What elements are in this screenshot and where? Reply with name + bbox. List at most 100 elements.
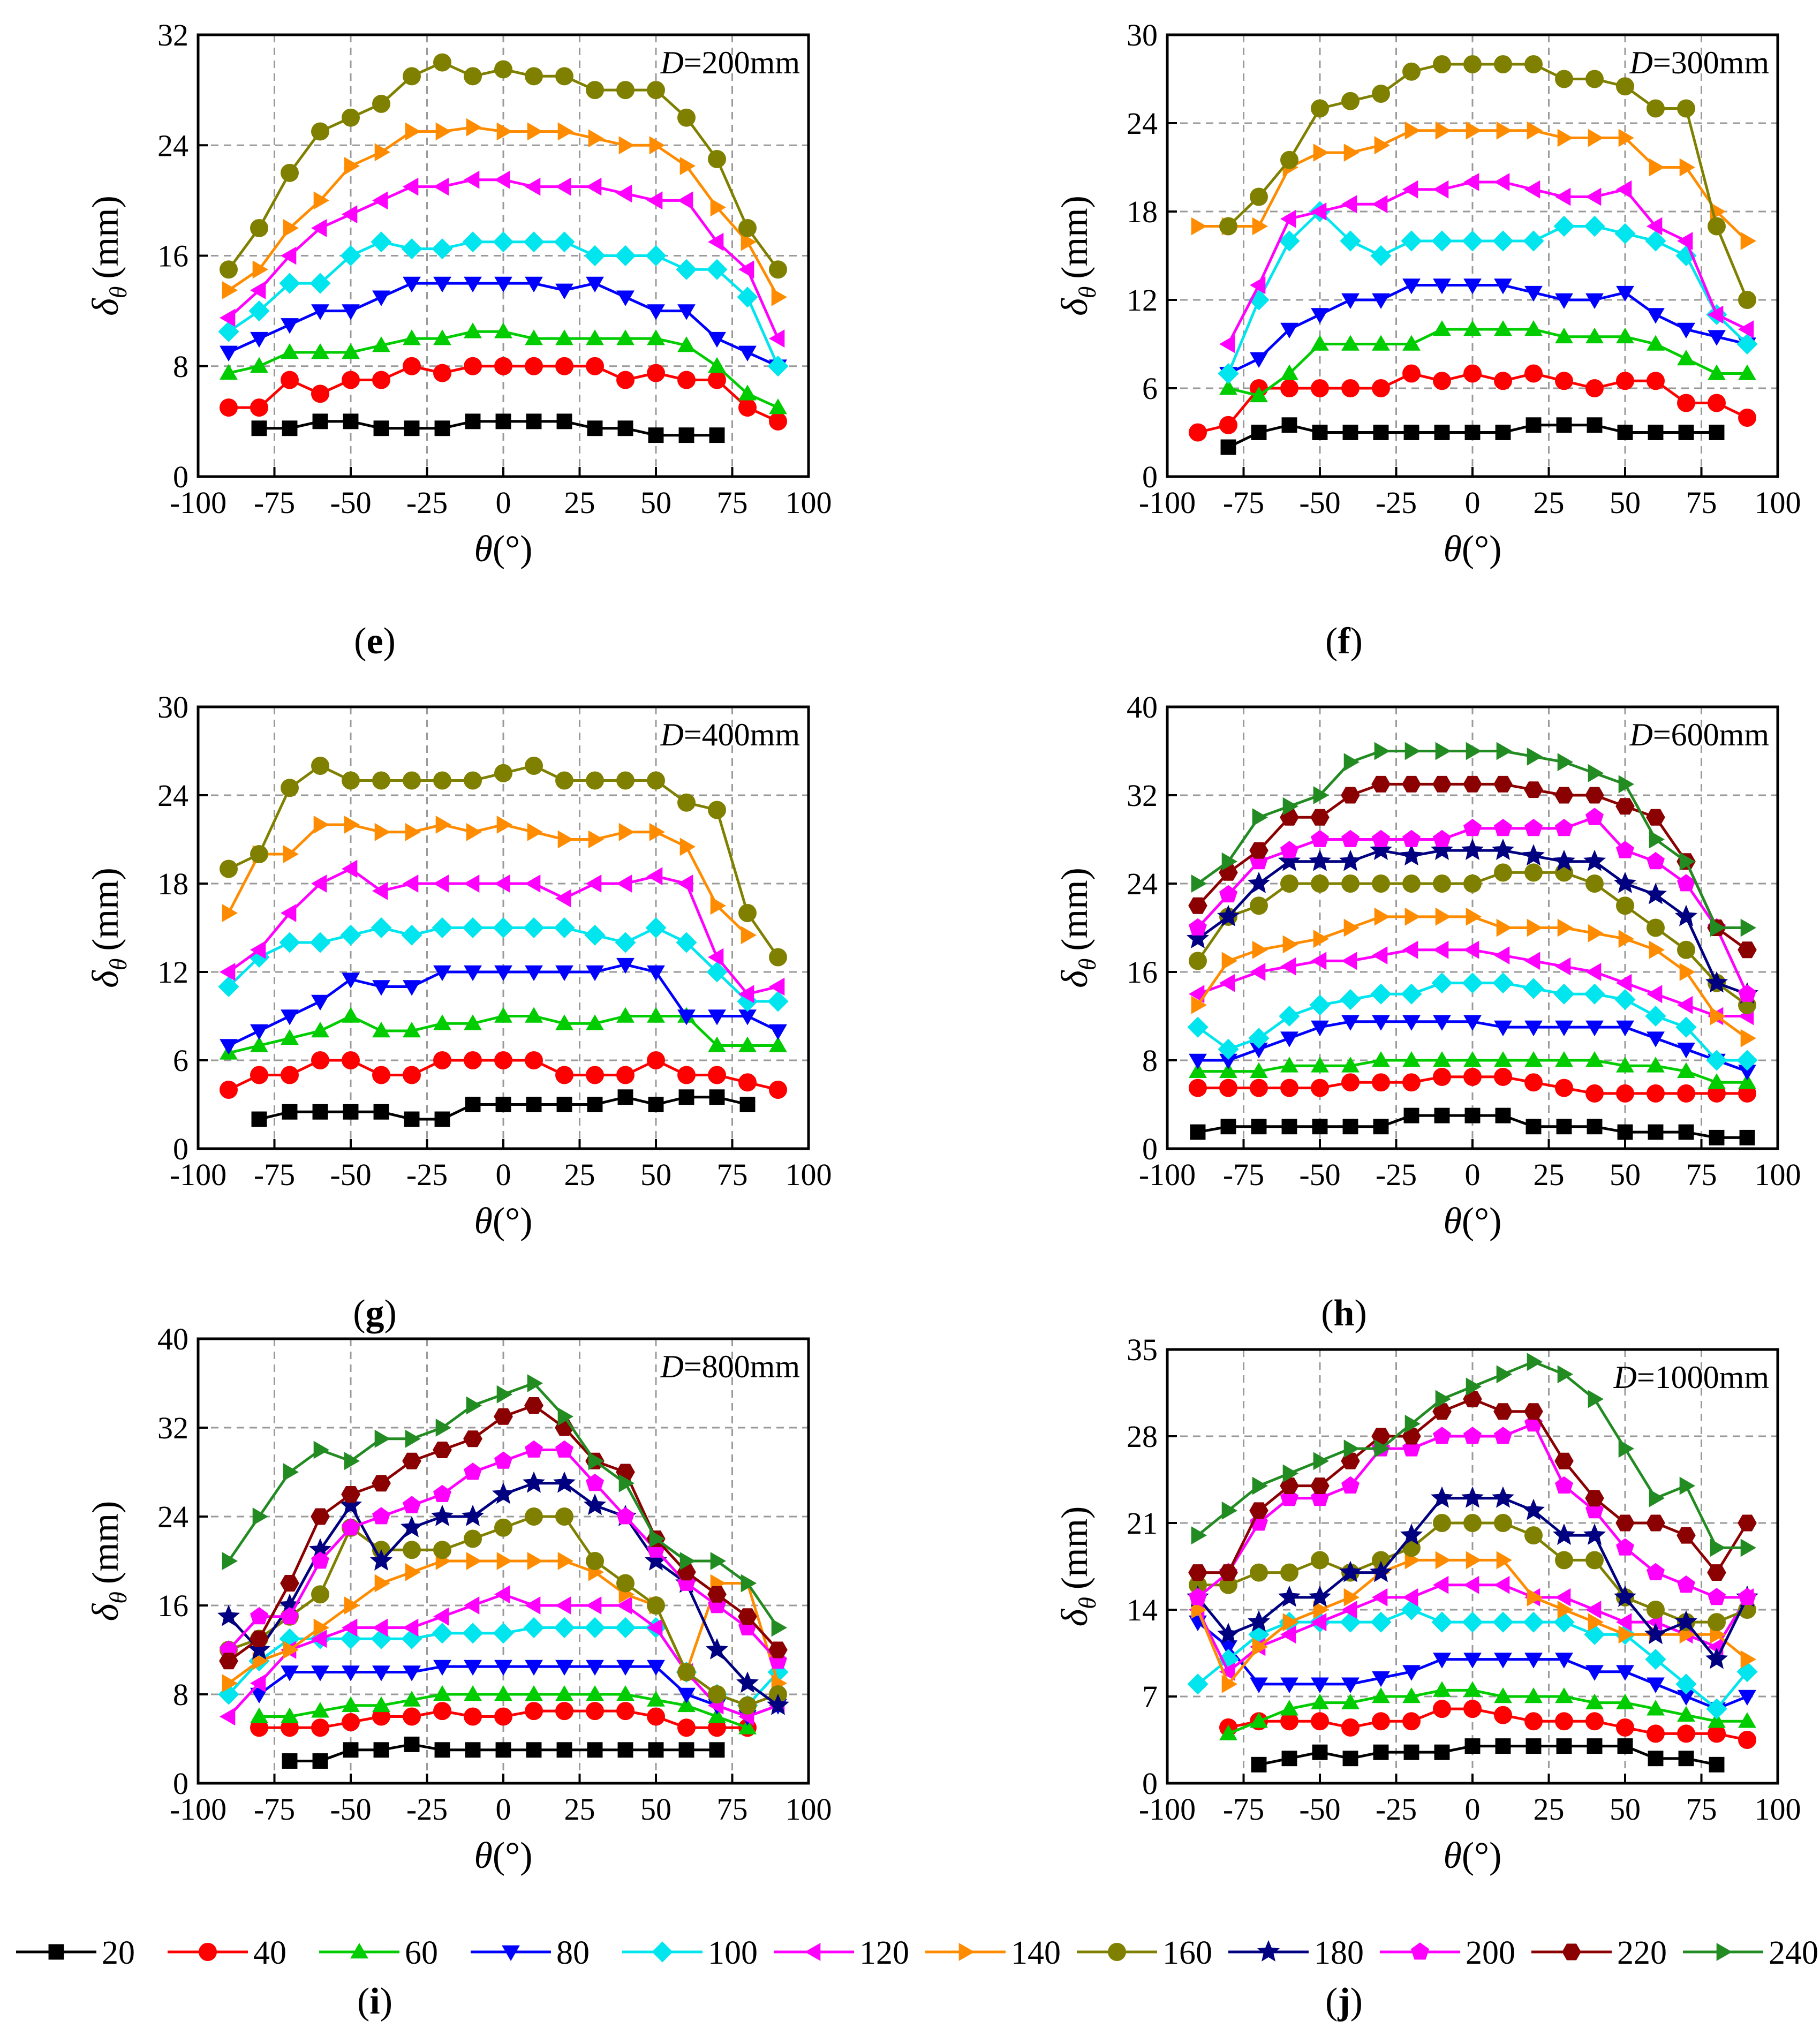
series-200 [220, 1440, 787, 1669]
data-point [769, 977, 785, 996]
data-point [588, 830, 604, 849]
data-point [309, 273, 331, 294]
data-point [374, 1574, 390, 1593]
y-axis-unit: (mm) [1054, 868, 1096, 951]
data-point [1527, 918, 1543, 937]
data-point [1678, 1124, 1694, 1140]
data-point [1708, 305, 1724, 324]
data-point [1677, 232, 1693, 250]
data-point [1524, 180, 1540, 199]
data-point [1187, 1673, 1209, 1695]
data-point [525, 1685, 543, 1701]
x-axis-symbol: θ [1443, 529, 1461, 570]
series-140 [1191, 907, 1756, 1047]
data-point [1191, 217, 1207, 236]
series-200 [1189, 808, 1756, 1002]
series-220 [1188, 1391, 1757, 1581]
data-point [1372, 195, 1388, 214]
x-tick-label: 100 [786, 485, 832, 520]
data-point [1706, 1050, 1727, 1071]
data-point [1219, 974, 1235, 992]
data-point [1373, 425, 1389, 440]
data-point [403, 177, 419, 196]
panel-label-open: ( [1325, 621, 1338, 662]
data-point [340, 924, 361, 946]
data-point [554, 917, 575, 938]
data-point [1435, 1551, 1451, 1570]
data-point [342, 1007, 360, 1023]
data-point [1555, 1653, 1573, 1669]
data-point [677, 336, 696, 352]
data-point [281, 318, 299, 334]
data-point [617, 1742, 633, 1758]
x-tick-label: 25 [564, 485, 595, 520]
legend-label: 140 [1011, 1935, 1061, 1971]
data-point [1618, 930, 1634, 948]
data-point [372, 1665, 390, 1681]
data-point [587, 1097, 603, 1112]
legend-item-220: 220 [1531, 1935, 1667, 1971]
data-point [434, 1111, 450, 1127]
x-tick-label: 100 [1755, 1792, 1801, 1827]
data-point [616, 771, 635, 790]
annotation-symbol: D [660, 1349, 683, 1384]
data-point [1616, 1084, 1634, 1103]
data-point [1462, 230, 1483, 252]
data-point [1677, 1575, 1695, 1593]
data-point [1341, 335, 1360, 351]
data-point [1647, 335, 1665, 351]
data-point [222, 904, 238, 922]
y-tick-label: 12 [157, 955, 188, 990]
x-tick-label: -100 [170, 485, 226, 520]
data-point [527, 1552, 543, 1570]
data-point [1431, 1486, 1453, 1508]
data-point [555, 965, 573, 981]
data-point [250, 1687, 268, 1703]
data-point [586, 357, 604, 375]
data-point [679, 157, 696, 175]
x-tick-label: 50 [1610, 485, 1641, 520]
data-point [1310, 1477, 1330, 1494]
data-point [1524, 1653, 1543, 1669]
data-point [710, 1552, 726, 1570]
data-point [1738, 1073, 1756, 1089]
x-tick-label: -50 [1299, 1157, 1340, 1192]
x-axis-unit: (°) [493, 1835, 533, 1876]
data-point [432, 917, 453, 938]
series-20 [251, 413, 725, 443]
data-point [1708, 330, 1726, 346]
data-point [1282, 935, 1298, 954]
series-120 [1189, 1575, 1754, 1681]
data-point [1523, 230, 1544, 252]
data-point [1219, 1564, 1238, 1581]
x-tick-label: 50 [1610, 1792, 1641, 1827]
data-point [1585, 327, 1604, 344]
x-axis-symbol: θ [474, 1835, 492, 1876]
data-point [1647, 918, 1665, 937]
data-point [248, 1638, 270, 1660]
data-point [1740, 1029, 1756, 1047]
legend-item-120: 120 [774, 1935, 909, 1971]
data-point [708, 1707, 726, 1723]
x-axis-symbol: θ [1443, 1201, 1461, 1242]
data-point [462, 1623, 484, 1644]
annotation-value: =1000mm [1637, 1360, 1769, 1395]
data-point [1191, 996, 1207, 1014]
data-point [1280, 1057, 1298, 1073]
data-point [1495, 425, 1511, 440]
data-point [495, 1097, 511, 1112]
data-point [1555, 1020, 1573, 1037]
data-point [1524, 285, 1543, 302]
data-point [769, 412, 787, 431]
data-point [1494, 1706, 1512, 1724]
annotation-value: =800mm [684, 1349, 800, 1384]
data-point [1618, 1625, 1634, 1644]
x-tick-label: 0 [496, 1157, 511, 1192]
series-40 [220, 357, 787, 431]
data-point [250, 1630, 269, 1647]
panel-label-close: ) [1354, 1293, 1366, 1334]
data-point [647, 771, 665, 790]
data-point [1219, 1662, 1235, 1681]
y-tick-label: 6 [1142, 371, 1158, 406]
data-point [1434, 1744, 1450, 1760]
